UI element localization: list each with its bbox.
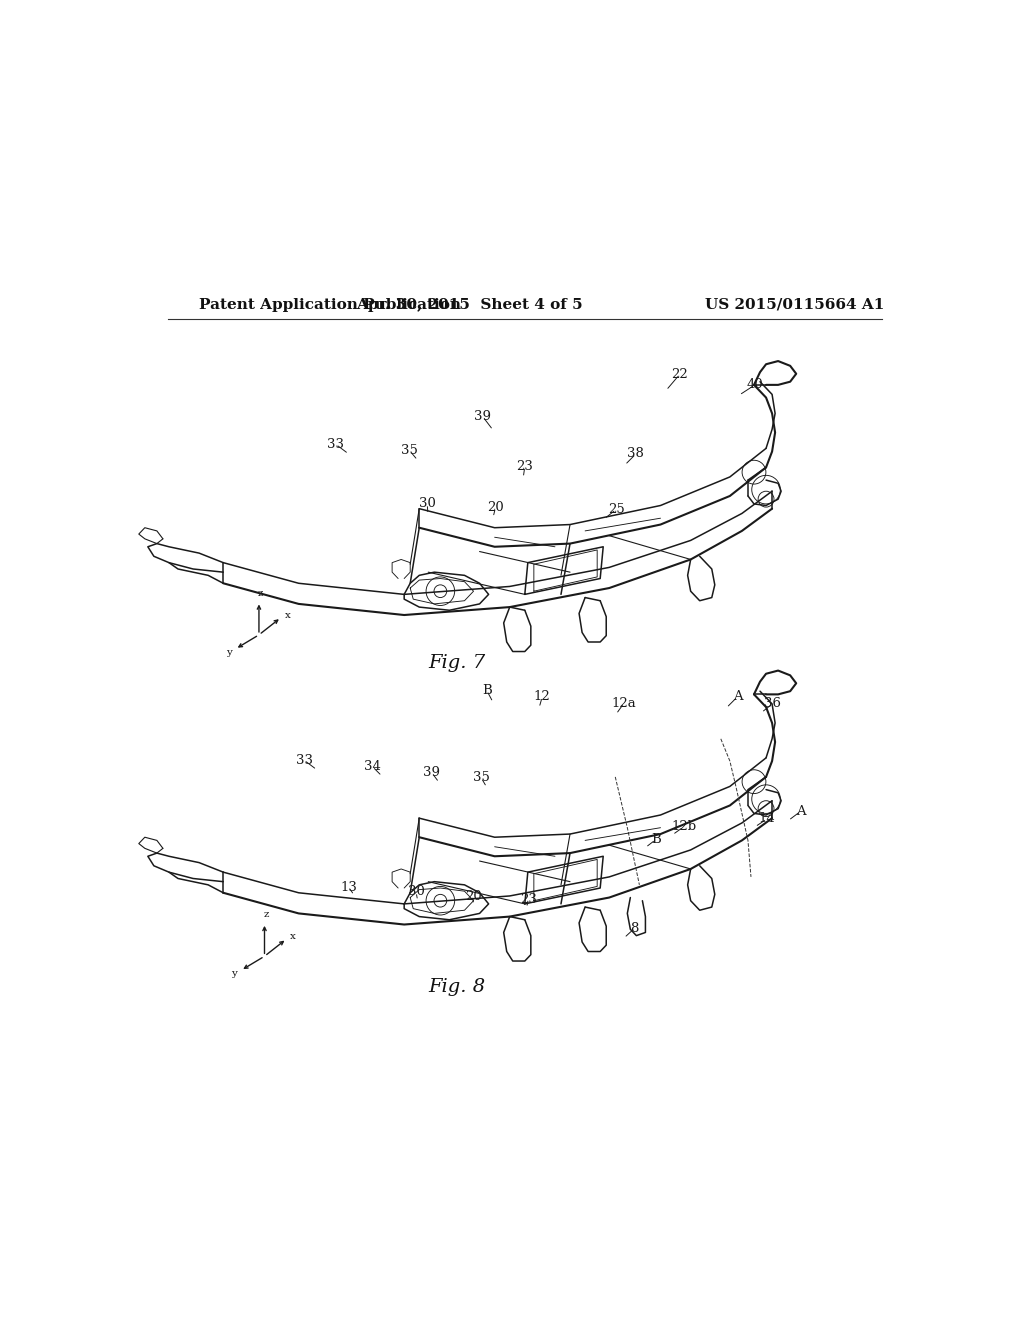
Text: 20: 20: [465, 890, 481, 903]
Text: 33: 33: [328, 438, 344, 451]
Text: 12: 12: [534, 690, 551, 704]
Text: 38: 38: [628, 447, 644, 461]
Text: 39: 39: [474, 411, 492, 424]
Text: 12b: 12b: [671, 821, 696, 833]
Text: y: y: [231, 969, 238, 978]
Text: B: B: [482, 684, 492, 697]
Text: Patent Application Publication: Patent Application Publication: [200, 298, 462, 312]
Text: z: z: [258, 589, 263, 598]
Text: y: y: [226, 648, 231, 657]
Text: 40: 40: [746, 379, 763, 391]
Text: 23: 23: [520, 892, 538, 906]
Text: 39: 39: [424, 767, 440, 779]
Text: A: A: [797, 804, 806, 817]
Text: 25: 25: [607, 503, 625, 516]
Text: 22: 22: [671, 368, 688, 381]
Text: B: B: [651, 833, 660, 846]
Text: 23: 23: [516, 461, 534, 473]
Text: x: x: [285, 611, 291, 619]
Text: 13: 13: [340, 880, 357, 894]
Text: US 2015/0115664 A1: US 2015/0115664 A1: [705, 298, 885, 312]
Text: z: z: [263, 911, 269, 920]
Text: 14: 14: [759, 813, 775, 825]
Text: 12a: 12a: [611, 697, 636, 710]
Text: 36: 36: [764, 697, 781, 710]
Text: 35: 35: [401, 445, 418, 457]
Text: 30: 30: [408, 886, 425, 899]
Text: x: x: [290, 932, 296, 941]
Text: Apr. 30, 2015  Sheet 4 of 5: Apr. 30, 2015 Sheet 4 of 5: [356, 298, 583, 312]
Text: 8: 8: [630, 921, 639, 935]
Text: 35: 35: [473, 771, 489, 784]
Text: 30: 30: [419, 498, 435, 511]
Text: Fig. 7: Fig. 7: [429, 655, 486, 672]
Text: Fig. 8: Fig. 8: [429, 978, 486, 997]
Text: 20: 20: [487, 502, 504, 515]
Text: 34: 34: [364, 760, 381, 774]
Text: 33: 33: [296, 754, 312, 767]
Text: A: A: [733, 690, 742, 704]
